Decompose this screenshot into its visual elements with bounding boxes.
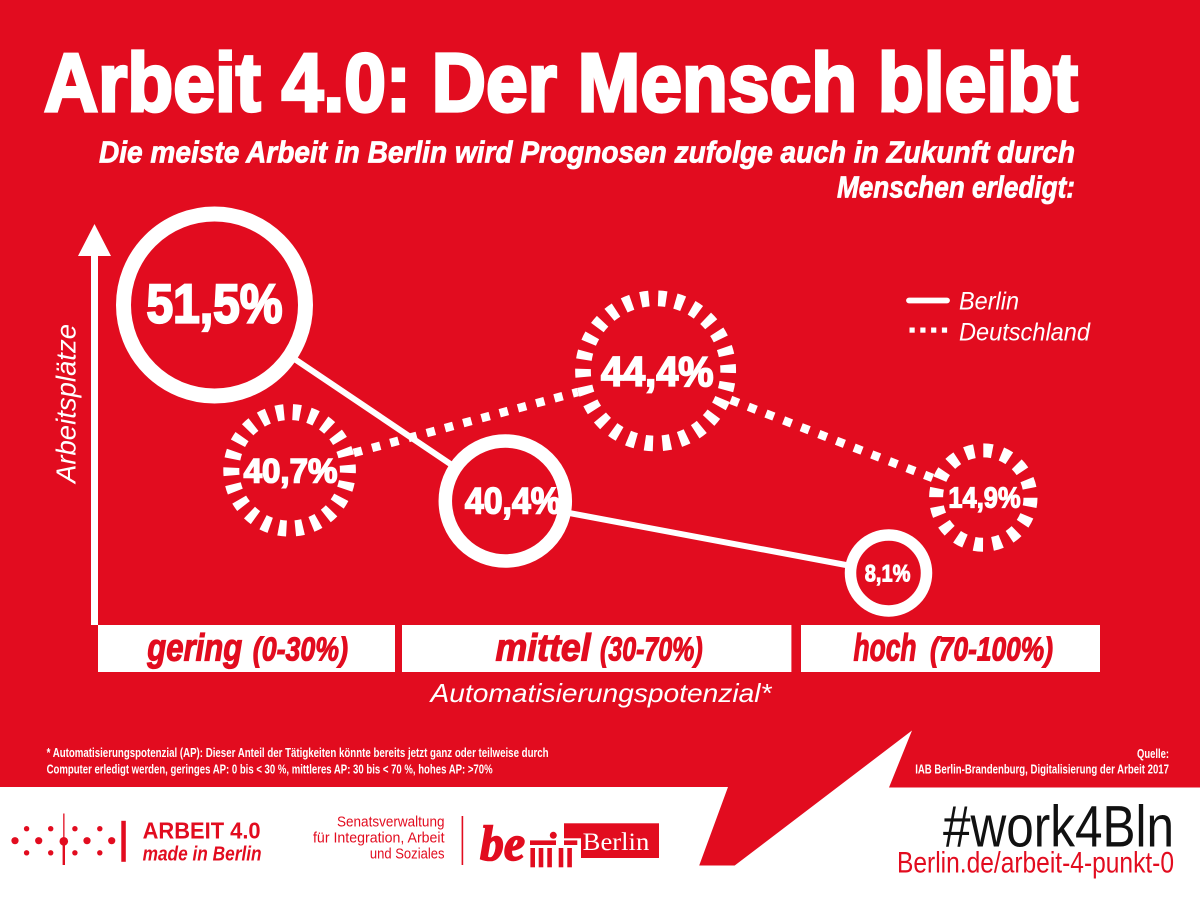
svg-text:hoch: hoch bbox=[854, 628, 917, 670]
svg-text:Computer erledigt werden, geri: Computer erledigt werden, geringes AP: 0… bbox=[47, 763, 493, 777]
svg-text:#work4Bln: #work4Bln bbox=[943, 795, 1174, 860]
svg-text:Arbeitsplätze: Arbeitsplätze bbox=[51, 324, 82, 485]
svg-text:ARBEIT 4.0: ARBEIT 4.0 bbox=[143, 818, 261, 844]
svg-text:Quelle:: Quelle: bbox=[1137, 747, 1169, 761]
svg-text:14,9%: 14,9% bbox=[948, 483, 1020, 515]
svg-text:(30-70%): (30-70%) bbox=[600, 631, 703, 668]
svg-text:be: be bbox=[480, 815, 525, 871]
svg-text:(0-30%): (0-30%) bbox=[253, 631, 348, 668]
svg-text:made in Berlin: made in Berlin bbox=[143, 843, 262, 866]
svg-text:für Integration, Arbeit: für Integration, Arbeit bbox=[313, 830, 445, 847]
svg-text:Menschen erledigt:: Menschen erledigt: bbox=[837, 170, 1075, 205]
svg-text:mittel: mittel bbox=[496, 628, 593, 670]
svg-text:Berlin: Berlin bbox=[583, 827, 650, 856]
svg-text:44,4%: 44,4% bbox=[601, 348, 714, 395]
svg-text:40,7%: 40,7% bbox=[244, 453, 338, 491]
svg-text:Senatsverwaltung: Senatsverwaltung bbox=[337, 814, 445, 831]
svg-text:Die meiste Arbeit in Berlin wi: Die meiste Arbeit in Berlin wird Prognos… bbox=[99, 135, 1075, 170]
svg-text:(70-100%): (70-100%) bbox=[930, 631, 1053, 668]
svg-text:Deutschland: Deutschland bbox=[959, 319, 1091, 347]
svg-text:Arbeit 4.0: Der Mensch bleibt: Arbeit 4.0: Der Mensch bleibt bbox=[44, 36, 1078, 129]
svg-text:51,5%: 51,5% bbox=[147, 273, 283, 335]
svg-text:IAB Berlin-Brandenburg, Digita: IAB Berlin-Brandenburg, Digitalisierung … bbox=[915, 763, 1169, 777]
svg-text:8,1%: 8,1% bbox=[865, 561, 911, 588]
svg-text:Berlin.de/arbeit-4-punkt-0: Berlin.de/arbeit-4-punkt-0 bbox=[897, 847, 1174, 880]
svg-text:und Soziales: und Soziales bbox=[370, 846, 445, 863]
svg-text:gering: gering bbox=[146, 628, 242, 670]
svg-text:Berlin: Berlin bbox=[959, 288, 1019, 316]
svg-text:* Automatisierungspotenzial (A: * Automatisierungspotenzial (AP): Dieser… bbox=[47, 746, 549, 760]
svg-text:Automatisierungspotenzial*: Automatisierungspotenzial* bbox=[428, 678, 772, 708]
svg-text:40,4%: 40,4% bbox=[465, 481, 561, 522]
